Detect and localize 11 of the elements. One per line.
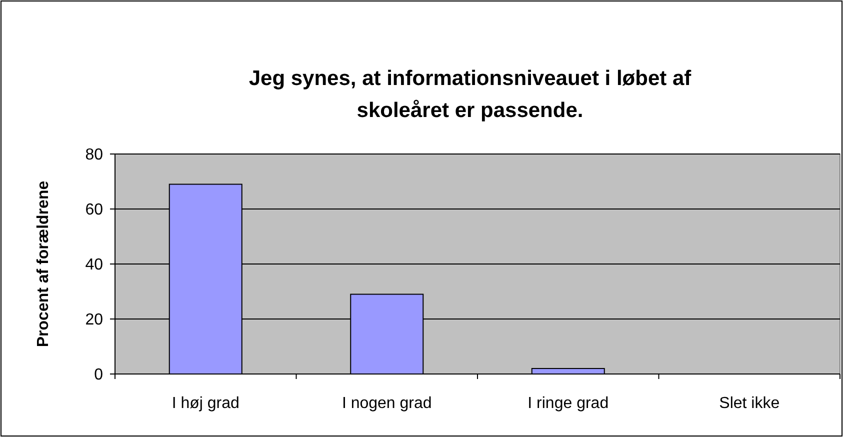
y-tick-label: 20: [85, 312, 104, 329]
y-tick-label: 80: [85, 146, 104, 164]
chart-title: Jeg synes, at informationsniveauet i løbet af skoleåret er passende.: [248, 67, 692, 122]
x-tick-label: I høj grad: [172, 395, 240, 412]
y-tick-label: 40: [85, 256, 104, 274]
x-tick-label: I ringe grad: [528, 395, 609, 412]
y-tick-label: 0: [94, 366, 104, 384]
y-axis-title: Procent af forældrene: [35, 180, 52, 348]
x-tick-label: I nogen grad: [342, 395, 432, 412]
x-tick-label: Slet ikke: [719, 395, 780, 412]
y-tick-label: 60: [85, 202, 104, 219]
